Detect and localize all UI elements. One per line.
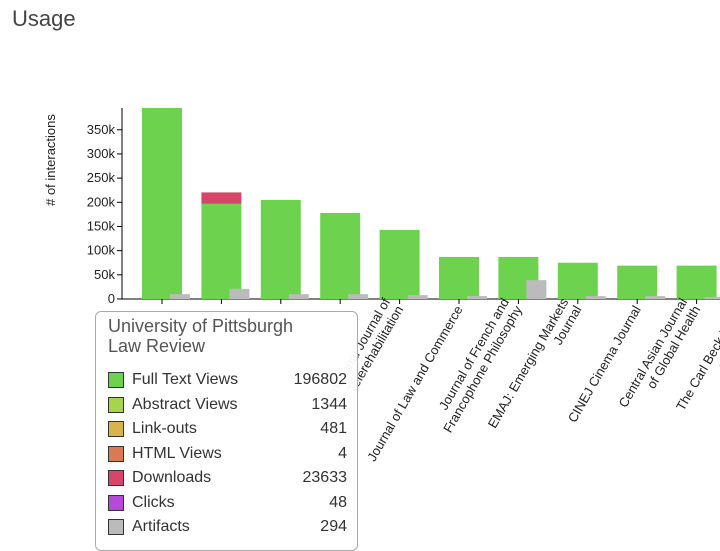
- x-tick-label: Journal of French andFrancophone Philoso…: [427, 295, 525, 435]
- y-tick-label: 200k: [87, 194, 116, 209]
- artifact-bar: [170, 294, 190, 299]
- y-tick-label: 250k: [87, 170, 116, 185]
- tooltip-row: Clicks 48: [108, 491, 347, 516]
- series-value: 196802: [293, 371, 347, 389]
- series-value: 1344: [311, 395, 347, 413]
- series-value: 48: [329, 493, 347, 511]
- page-title: Usage: [12, 6, 76, 31]
- bar-segment: [676, 265, 717, 299]
- artifact-bar: [288, 294, 309, 299]
- tooltip-title: University of Pittsburgh Law Review: [108, 316, 294, 356]
- tooltip-row: Downloads 23633: [108, 466, 347, 491]
- bar-segment: [201, 203, 242, 299]
- bar-segment: [557, 262, 598, 299]
- artifact-bar: [645, 296, 666, 299]
- series-value: 4: [338, 444, 347, 462]
- tooltip-row: HTML Views 4: [108, 442, 347, 467]
- y-tick-label: 350k: [87, 122, 116, 137]
- series-value: 481: [320, 420, 347, 438]
- artifact-bar: [526, 280, 547, 299]
- bar-segment: [617, 265, 658, 299]
- series-name: Abstract Views: [132, 395, 238, 413]
- series-name: Artifacts: [132, 518, 190, 536]
- tooltip-row: Link-outs 481: [108, 417, 347, 442]
- bar-segment: [439, 256, 479, 299]
- artifact-bar: [229, 288, 250, 299]
- tooltip: University of Pittsburgh Law Review Full…: [95, 311, 358, 551]
- tooltip-row: Artifacts 294: [108, 515, 347, 540]
- y-tick-label: 150k: [87, 218, 116, 233]
- y-tick-label: 50k: [94, 267, 115, 282]
- tooltip-row: Abstract Views 1344: [108, 393, 347, 418]
- bar-segment: [201, 192, 242, 204]
- series-name: Link-outs: [132, 420, 197, 438]
- artifact-bar: [348, 294, 369, 299]
- bar-segment: [320, 212, 361, 299]
- artifact-bar: [585, 296, 606, 299]
- y-tick-label: 100k: [87, 243, 116, 258]
- bar-segment: [379, 229, 420, 299]
- swatch: [108, 396, 124, 413]
- artifact-bar: [704, 297, 720, 299]
- bar-segment: [142, 108, 182, 299]
- series-name: Full Text Views: [132, 371, 239, 389]
- series-value: 294: [320, 518, 347, 536]
- series-value: 23633: [302, 469, 348, 487]
- swatch: [108, 470, 124, 487]
- swatch: [108, 421, 124, 438]
- series-name: HTML Views: [132, 444, 222, 462]
- y-tick-label: 0: [108, 291, 115, 306]
- tooltip-rows: Full Text Views 196802 Abstract Views 1344 L…: [108, 368, 347, 540]
- y-tick-label: 300k: [87, 146, 116, 161]
- swatch: [108, 445, 124, 462]
- artifact-bar: [467, 296, 487, 299]
- tooltip-row: Full Text Views 196802: [108, 368, 347, 393]
- swatch: [108, 519, 124, 536]
- bar-segment: [260, 199, 301, 299]
- y-axis-label: # of interactions: [43, 114, 58, 206]
- swatch: [108, 372, 124, 389]
- artifact-bar: [407, 295, 428, 299]
- series-name: Downloads: [132, 469, 212, 487]
- swatch: [108, 494, 124, 511]
- series-name: Clicks: [132, 493, 175, 511]
